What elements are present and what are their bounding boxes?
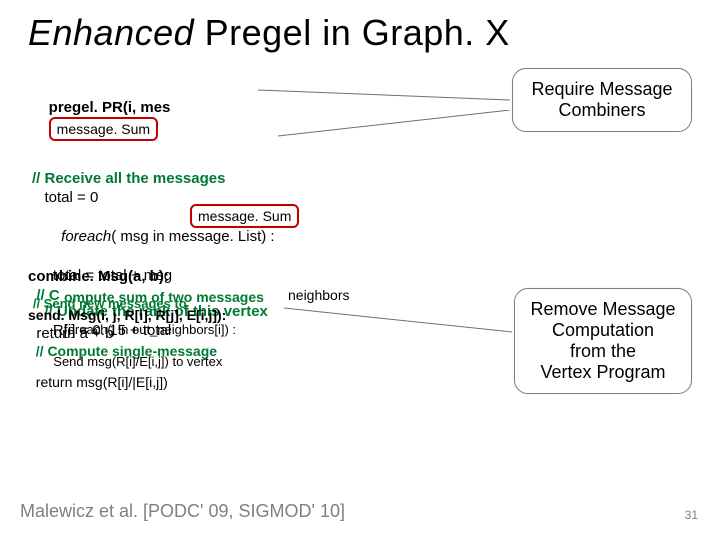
title-italic: Enhanced [28, 12, 194, 53]
l4-foreach: foreach [49, 228, 112, 245]
code-line-1: pregel. PR(i, mes message. Sum [32, 78, 432, 161]
l1-prefix: pregel. PR(i, mes [49, 99, 171, 116]
callout-top-l2: Combiners [527, 100, 677, 121]
over2: // Send new messages to [22, 296, 187, 312]
callout-bot-l3: from the [529, 341, 677, 362]
comment-1: // Receive all the messages [32, 169, 432, 189]
slide-title: Enhanced Pregel in Graph. X [0, 0, 720, 54]
overlay-region: combine. Msg(a, b): // C ompute sum of t… [28, 268, 448, 392]
callout-top-l1: Require Message [527, 79, 677, 100]
sendmsg-a: Send msg(R[i]/E[i,j]) to vertex [28, 354, 222, 370]
title-rest: Pregel in Graph. X [194, 12, 510, 53]
l4-rest: ( msg in message. List) : [111, 228, 274, 245]
combine-1: combine. Msg(a, b): [28, 268, 448, 287]
highlight-1: message. Sum [49, 117, 158, 141]
over3: foreach(j in out_neighbors[i]) : [46, 322, 236, 338]
callout-require-combiners: Require Message Combiners [512, 68, 692, 132]
footer-citation: Malewicz et al. [PODC' 09, SIGMOD' 10] [20, 501, 345, 522]
callout-bot-l4: Vertex Program [529, 362, 677, 383]
callout-remove-computation: Remove Message Computation from the Vert… [514, 288, 692, 394]
callout-bot-l1: Remove Message [529, 299, 677, 320]
callout-bot-l2: Computation [529, 320, 677, 341]
page-number: 31 [685, 508, 698, 522]
combine2-over: neighbors [288, 287, 350, 305]
highlight-2: message. Sum [190, 204, 299, 228]
